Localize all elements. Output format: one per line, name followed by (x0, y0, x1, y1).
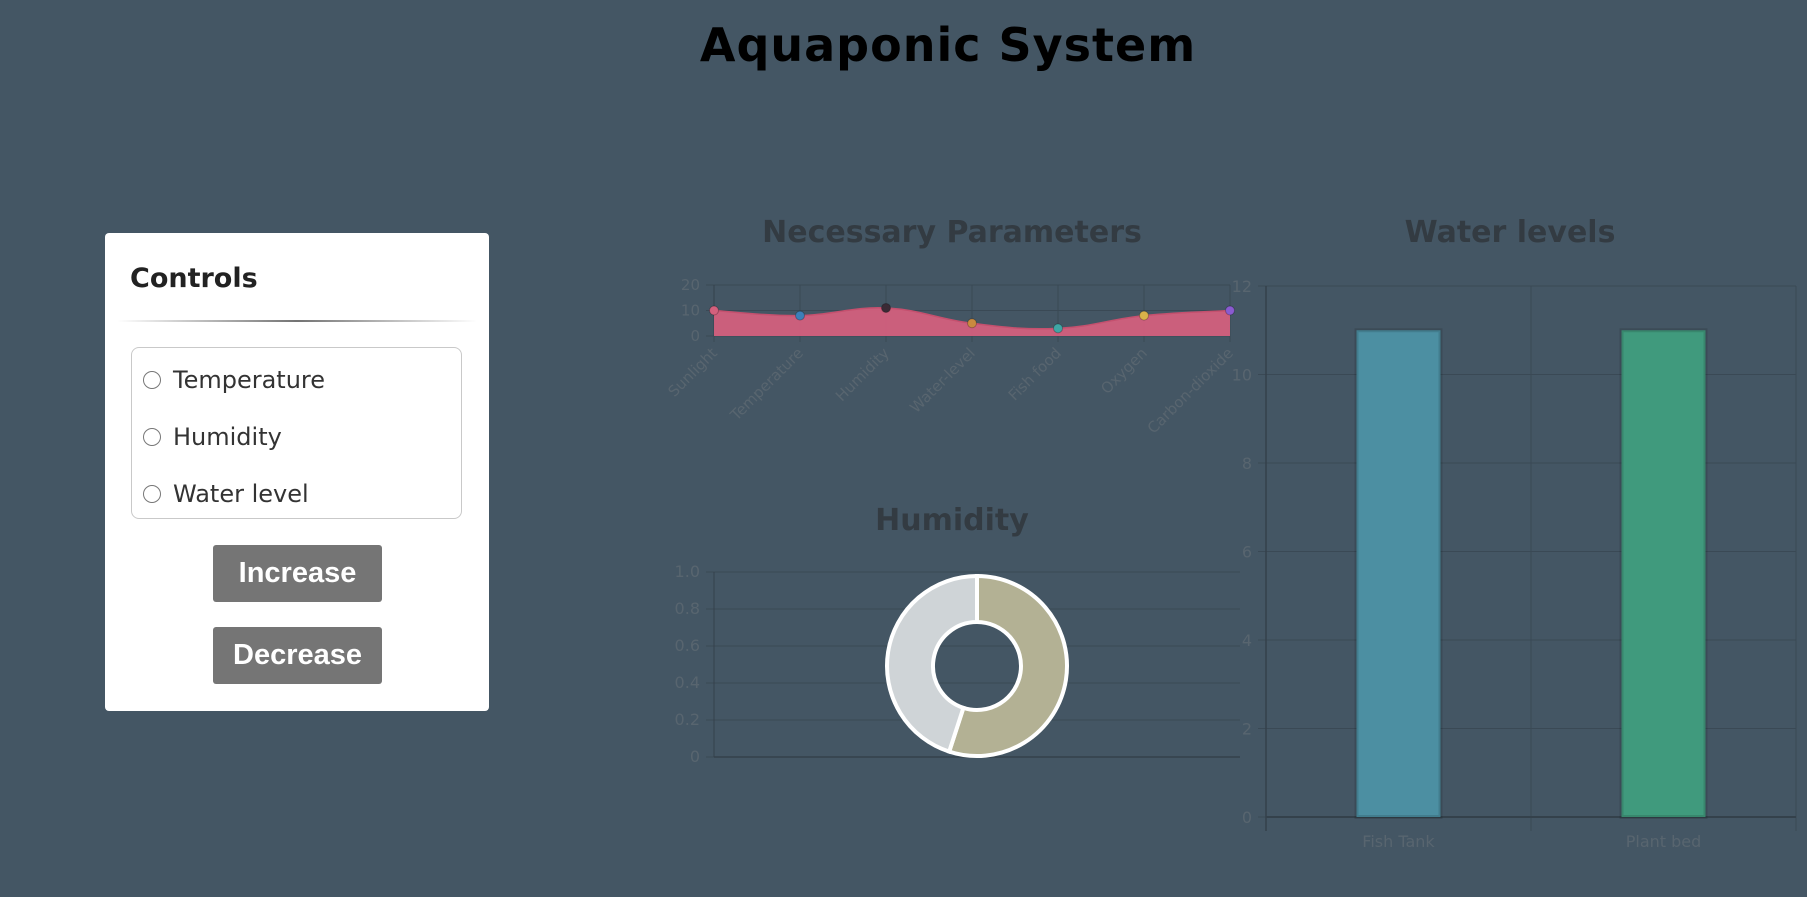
controls-heading: Controls (130, 263, 258, 294)
water-y-tick-label: 12 (1232, 277, 1252, 296)
radio-option-water-level[interactable]: Water level (143, 480, 309, 508)
page-title: Aquaponic System (699, 18, 1197, 72)
water-y-tick-label: 2 (1242, 720, 1252, 739)
humidity-y-tick-label: 0 (690, 747, 700, 766)
humidity-y-tick-label: 1.0 (675, 562, 700, 581)
humidity-y-tick-label: 0.6 (675, 636, 700, 655)
params-point-water-level (967, 318, 977, 329)
params-x-tick-label: Sunlight (664, 344, 720, 400)
parameter-radio-group: Temperature Humidity Water level (131, 347, 462, 519)
params-chart: 0 10 20 Sunlight Temperature Humidity Water-le… (664, 276, 1236, 437)
params-x-tick-label: Temperature (726, 344, 807, 425)
water-x-tick-label: Plant bed (1626, 832, 1702, 851)
radio-label-temperature: Temperature (173, 366, 326, 394)
water-y-tick-label: 0 (1242, 808, 1252, 827)
water-bar-plant-bed (1619, 328, 1708, 819)
humidity-chart: 0 0.2 0.4 0.6 0.8 1.0 (675, 562, 1240, 766)
water-y-tick-label: 6 (1242, 543, 1252, 562)
radio-label-water-level: Water level (173, 480, 309, 508)
params-point-sunlight (709, 305, 719, 316)
radio-option-temperature[interactable]: Temperature (143, 366, 325, 394)
humidity-y-tick-label: 0.4 (675, 673, 700, 692)
radio-humidity[interactable] (143, 428, 161, 446)
water-y-tick-label: 4 (1242, 631, 1252, 650)
humidity-y-tick-label: 0.2 (675, 710, 700, 729)
radio-option-humidity[interactable]: Humidity (143, 423, 282, 451)
radio-label-humidity: Humidity (173, 423, 282, 451)
water-y-tick-label: 10 (1232, 366, 1252, 385)
water-levels-chart-title: Water levels (1404, 215, 1616, 250)
params-point-oxygen (1139, 310, 1149, 321)
radio-water-level[interactable] (143, 485, 161, 503)
decrease-button[interactable]: Decrease (213, 627, 382, 684)
humidity-chart-title: Humidity (875, 503, 1029, 538)
params-point-fish-food (1053, 323, 1063, 334)
water-y-tick-label: 8 (1242, 454, 1252, 473)
params-x-tick-label: Humidity (832, 344, 893, 405)
params-point-carbon-dioxide (1225, 305, 1235, 316)
increase-button[interactable]: Increase (213, 545, 382, 602)
params-area (714, 307, 1230, 336)
params-chart-title: Necessary Parameters (762, 215, 1142, 250)
params-y-tick-label: 0 (690, 327, 700, 345)
params-x-tick-label: Water-level (906, 344, 978, 416)
params-x-tick-label: Carbon-dioxide (1144, 344, 1237, 437)
params-x-tick-label: Fish food (1005, 344, 1065, 404)
radio-temperature[interactable] (143, 371, 161, 389)
water-levels-chart: 0 2 4 6 8 10 12 Fish Tank Plant bed (1232, 277, 1797, 851)
humidity-y-tick-label: 0.8 (675, 599, 700, 618)
humidity-slice-1 (885, 573, 979, 755)
params-y-tick-label: 10 (681, 302, 700, 320)
water-bar-fish-tank (1354, 328, 1443, 819)
params-y-tick-label: 20 (681, 276, 700, 294)
water-x-tick-label: Fish Tank (1362, 832, 1435, 851)
params-point-humidity (881, 302, 891, 313)
params-x-tick-label: Oxygen (1097, 344, 1151, 398)
controls-panel: Controls Temperature Humidity Water leve… (105, 233, 489, 711)
params-point-temperature (795, 310, 805, 321)
controls-divider (117, 320, 477, 322)
